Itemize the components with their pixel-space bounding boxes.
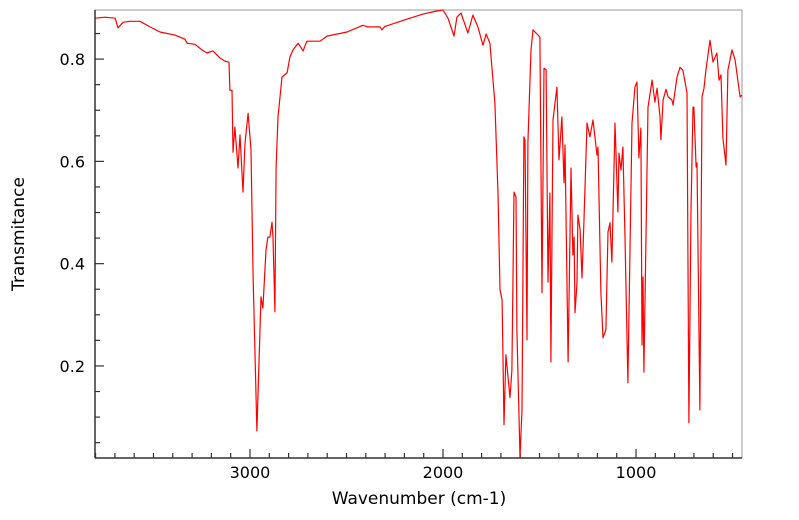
y-tick-label: 0.2 (60, 357, 85, 376)
y-axis-label: Transmitance (9, 177, 29, 292)
x-tick-label: 3000 (230, 463, 271, 482)
y-tick-label: 0.4 (60, 255, 85, 274)
spectrum-line (94, 9, 743, 458)
y-tick-label: 0.6 (60, 152, 85, 171)
x-tick-label: 2000 (423, 463, 464, 482)
tick-labels: 3000 2000 1000 0.2 0.4 0.6 0.8 (60, 50, 657, 482)
plot-frame (94, 9, 743, 459)
x-axis-label: Wavenumber (cm-1) (332, 489, 507, 509)
x-tick-label: 1000 (616, 463, 657, 482)
y-tick-label: 0.8 (60, 50, 85, 69)
